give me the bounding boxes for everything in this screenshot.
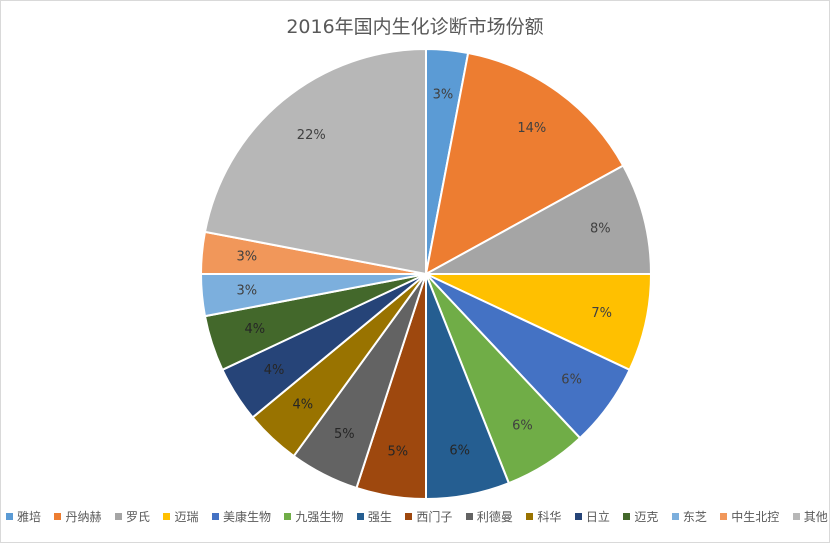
legend-item-8: 利德曼 <box>465 508 513 525</box>
legend-swatch-6 <box>356 513 364 520</box>
legend-swatch-13 <box>720 513 728 520</box>
legend-swatch-4 <box>211 513 219 520</box>
data-label-14: 22% <box>297 128 326 143</box>
legend-item-4: 美康生物 <box>211 508 271 525</box>
legend-label-4: 美康生物 <box>222 510 271 524</box>
legend-label-9: 科华 <box>537 510 562 524</box>
pie-slice-2 <box>425 164 653 275</box>
legend-swatch-7 <box>405 513 413 520</box>
pie-slice-1 <box>424 51 625 276</box>
data-label-2: 8% <box>590 222 611 237</box>
legend-item-11: 迈克 <box>623 508 658 525</box>
legend-swatch-2 <box>114 513 122 520</box>
legend-label-10: 日立 <box>585 510 610 524</box>
legend-label-7: 西门子 <box>416 510 453 524</box>
legend-swatch-11 <box>623 513 631 520</box>
legend-item-9: 科华 <box>526 508 561 525</box>
legend-item-7: 西门子 <box>405 508 452 525</box>
chart-title: 2016年国内生化诊断市场份额 <box>286 16 544 38</box>
legend-swatch-9 <box>526 513 534 520</box>
data-label-5: 6% <box>512 418 533 433</box>
data-label-1: 14% <box>517 121 546 136</box>
legend-swatch-0 <box>6 513 13 520</box>
legend-item-10: 日立 <box>574 508 610 525</box>
data-label-6: 6% <box>449 443 470 458</box>
legend: 雅培 丹纳赫 罗氏 迈瑞 美康生物 九强生物 强生 西门子 利德曼 科华 日立 迈克 东芝 中生北控 其他 <box>6 508 828 525</box>
legend-item-14: 其他 <box>792 508 828 525</box>
data-label-0: 3% <box>433 87 454 102</box>
legend-label-6: 强生 <box>367 510 392 524</box>
legend-swatch-8 <box>465 513 473 520</box>
data-label-13: 3% <box>236 250 257 265</box>
legend-swatch-12 <box>671 513 679 520</box>
legend-label-14: 其他 <box>803 510 828 524</box>
data-label-8: 5% <box>334 427 355 442</box>
legend-label-8: 利德曼 <box>476 510 513 524</box>
legend-label-11: 迈克 <box>634 510 659 524</box>
legend-label-3: 迈瑞 <box>174 510 199 524</box>
legend-swatch-5 <box>284 513 292 520</box>
data-label-7: 5% <box>388 444 409 459</box>
data-label-11: 4% <box>244 322 265 337</box>
legend-label-2: 罗氏 <box>125 510 150 524</box>
legend-swatch-3 <box>163 513 171 520</box>
legend-item-12: 东芝 <box>671 508 707 525</box>
legend-label-12: 东芝 <box>682 510 707 524</box>
legend-swatch-10 <box>574 513 582 520</box>
pie-slice-14 <box>203 47 427 276</box>
legend-item-0: 雅培 <box>6 508 41 525</box>
legend-swatch-1 <box>54 513 62 520</box>
data-label-9: 4% <box>292 398 313 413</box>
data-label-12: 3% <box>236 283 257 298</box>
legend-item-2: 罗氏 <box>114 508 150 525</box>
legend-label-1: 丹纳赫 <box>65 510 102 524</box>
legend-item-3: 迈瑞 <box>163 508 198 525</box>
legend-item-5: 九强生物 <box>284 508 343 525</box>
legend-item-13: 中生北控 <box>720 508 779 525</box>
legend-swatch-14 <box>792 513 800 520</box>
data-label-10: 4% <box>264 363 285 378</box>
legend-label-5: 九强生物 <box>295 510 344 524</box>
legend-item-6: 强生 <box>356 508 392 525</box>
legend-label-13: 中生北控 <box>731 510 780 524</box>
legend-label-0: 雅培 <box>17 510 42 524</box>
data-label-3: 7% <box>591 306 612 321</box>
data-label-4: 6% <box>561 372 582 387</box>
legend-item-1: 丹纳赫 <box>54 508 102 525</box>
